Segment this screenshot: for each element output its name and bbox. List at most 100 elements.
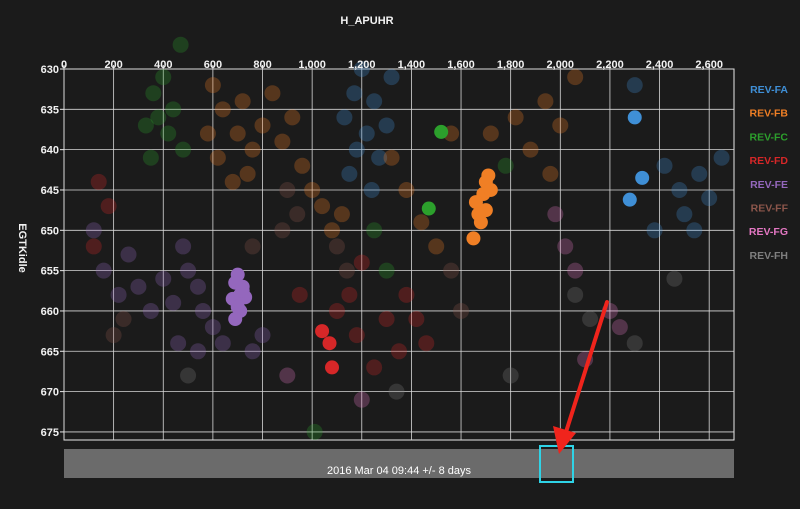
background-point-rev-fc: [378, 262, 395, 279]
data-point-rev-fb[interactable]: [466, 231, 481, 246]
data-point-rev-fa[interactable]: [627, 110, 642, 125]
background-point-rev-fa: [656, 157, 673, 174]
data-point-rev-fd[interactable]: [325, 360, 339, 375]
x-tick-label: 2,000: [547, 59, 575, 71]
background-point-rev-fd: [353, 254, 370, 271]
background-point-rev-fa: [348, 141, 365, 158]
legend-item-rev-fd[interactable]: REV-FD: [749, 155, 788, 167]
background-point-rev-fb: [209, 149, 226, 166]
data-point-rev-fe[interactable]: [235, 283, 250, 298]
background-point-rev-fb: [552, 117, 569, 134]
background-point-rev-fe: [110, 286, 127, 303]
data-point-rev-fb[interactable]: [468, 195, 483, 210]
background-point-rev-fb: [324, 222, 340, 239]
legend[interactable]: REV-FA REV-FB REV-FC REV-FD REV-FE REV-FF REV-…: [749, 84, 789, 262]
background-point-rev-fe: [120, 246, 137, 263]
data-point-rev-fd[interactable]: [315, 324, 330, 339]
background-point-rev-fe: [194, 302, 211, 319]
x-tick-label: 2,600: [695, 59, 723, 71]
background-point-rev-fe: [254, 327, 271, 344]
background-point-rev-fe: [190, 278, 206, 295]
legend-item-rev-ff[interactable]: REV-FF: [751, 203, 789, 215]
background-point-rev-ff: [115, 311, 132, 328]
highlighted-points: [225, 110, 650, 375]
background-point-rev-fc: [150, 109, 167, 126]
timeline-bar[interactable]: [64, 449, 734, 478]
data-point-rev-fd[interactable]: [322, 336, 337, 351]
x-tick-label: 2,200: [596, 59, 624, 71]
background-point-rev-fb: [254, 117, 271, 134]
legend-item-rev-fg[interactable]: REV-FG: [749, 226, 788, 238]
x-axis-title: H_APUHR: [340, 15, 393, 27]
background-point-rev-fa: [713, 149, 730, 166]
background-point-rev-fb: [537, 93, 554, 110]
background-point-rev-fb: [522, 141, 539, 158]
x-tick-label: 1,200: [348, 59, 376, 71]
background-point-rev-fb: [304, 181, 321, 198]
background-point-rev-fd: [328, 302, 345, 319]
timeline-label: 2016 Mar 04 09:44 +/- 8 days: [327, 465, 472, 477]
data-point-rev-fc[interactable]: [434, 124, 449, 139]
background-point-rev-ff: [105, 327, 122, 344]
legend-item-rev-fb[interactable]: REV-FB: [749, 108, 788, 120]
background-point-rev-fg: [279, 367, 296, 384]
background-point-rev-fb: [333, 206, 350, 223]
background-point-rev-fe: [190, 343, 206, 360]
background-point-rev-fe: [170, 335, 187, 352]
background-point-rev-fe: [85, 222, 102, 239]
legend-item-rev-fe[interactable]: REV-FE: [750, 179, 788, 191]
x-tick-label: 0: [61, 59, 67, 71]
background-point-rev-fh: [582, 311, 599, 328]
y-tick-label: 655: [41, 266, 59, 278]
background-point-rev-ff: [274, 222, 291, 239]
background-point-rev-fe: [165, 294, 182, 311]
background-point-rev-fd: [90, 173, 107, 190]
background-point-rev-fa: [646, 222, 663, 239]
background-point-rev-fb: [224, 173, 241, 190]
x-tick-label: 1,400: [398, 59, 426, 71]
y-axis-title: EGTKidle: [16, 223, 28, 273]
background-point-rev-fe: [204, 319, 221, 336]
background-point-rev-fc: [366, 222, 383, 239]
background-point-rev-fg: [353, 391, 370, 408]
background-point-rev-fd: [391, 343, 407, 360]
timeline-brush-handle[interactable]: [539, 445, 574, 483]
background-points: [85, 36, 730, 440]
legend-item-rev-fh[interactable]: REV-FH: [749, 250, 788, 262]
background-point-rev-fa: [671, 181, 688, 198]
data-point-rev-fa[interactable]: [635, 170, 650, 185]
background-point-rev-ff: [279, 181, 296, 198]
background-point-rev-fd: [366, 359, 383, 376]
background-point-rev-fc: [137, 117, 154, 134]
x-tick-label: 200: [104, 59, 122, 71]
background-point-rev-fd: [418, 335, 435, 352]
background-point-rev-fe: [214, 335, 231, 352]
x-tick-label: 1,800: [497, 59, 525, 71]
background-point-rev-fa: [353, 61, 370, 77]
y-tick-label: 665: [41, 346, 59, 358]
background-point-rev-fb: [383, 149, 400, 166]
background-point-rev-fg: [567, 262, 584, 279]
data-point-rev-fe[interactable]: [228, 312, 243, 327]
data-point-rev-fa[interactable]: [622, 192, 637, 207]
background-point-rev-fe: [142, 302, 159, 319]
background-point-rev-fh: [567, 286, 584, 303]
background-point-rev-fb: [428, 238, 445, 255]
data-point-rev-fc[interactable]: [421, 201, 436, 216]
background-point-rev-fc: [145, 85, 162, 102]
legend-item-rev-fc[interactable]: REV-FC: [749, 131, 788, 143]
background-point-rev-fe: [180, 262, 197, 279]
legend-item-rev-fa[interactable]: REV-FA: [750, 84, 788, 96]
background-point-rev-fb: [234, 93, 251, 110]
background-point-rev-fb: [214, 101, 231, 118]
background-point-rev-fg: [557, 238, 574, 255]
red-arrow-annotation: [553, 300, 609, 454]
data-point-rev-fb[interactable]: [473, 215, 488, 230]
background-point-rev-fc: [142, 149, 159, 166]
background-point-rev-fh: [666, 270, 683, 287]
background-point-rev-fc: [497, 157, 514, 174]
data-point-rev-fb[interactable]: [483, 182, 498, 197]
x-tick-label: 400: [154, 59, 172, 71]
background-point-rev-fh: [180, 367, 197, 384]
